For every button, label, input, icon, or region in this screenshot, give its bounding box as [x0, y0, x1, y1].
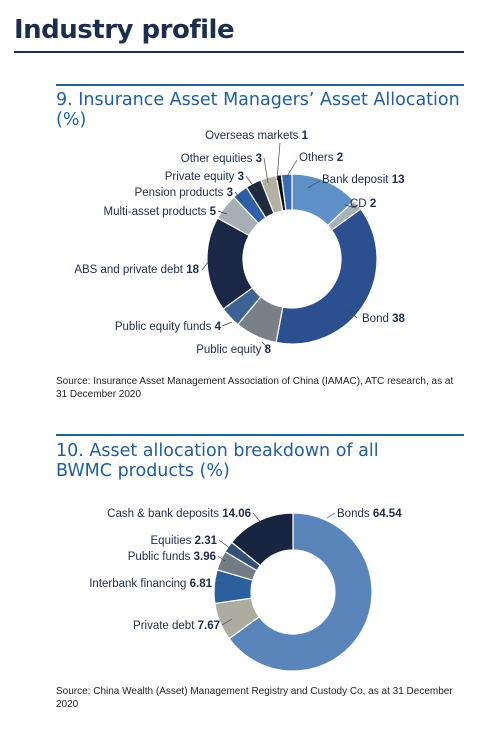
data-label-private-debt: Private debt 7.67 [133, 620, 220, 632]
leader-overseas-markets [276, 142, 281, 181]
data-label-bond: Bond 38 [362, 313, 405, 325]
leader-private-equity [245, 175, 258, 192]
data-label-interbank-financing: Interbank financing 6.81 [89, 578, 212, 590]
leader-other-equities [263, 157, 269, 184]
slice-others [280, 173, 293, 212]
slice-cash-bank-deposits [230, 512, 294, 567]
leader-public-equity [261, 341, 270, 350]
data-label-other-equities: Other equities 3 [181, 153, 262, 165]
page-title: Industry profile [14, 15, 235, 45]
section-2-divider [56, 434, 464, 436]
data-label-private-equity: Private equity 3 [165, 171, 244, 183]
chart-1-title: 9. Insurance Asset Managers’ Asset Alloc… [56, 90, 460, 130]
chart-2-title: 10. Asset allocation breakdown of all BW… [56, 441, 379, 481]
title-divider [14, 51, 464, 53]
data-label-public-funds: Public funds 3.96 [128, 551, 216, 563]
data-label-cd: CD 2 [350, 198, 376, 210]
leader-bonds [326, 512, 336, 519]
chart-2-source: Source: China Wealth (Asset) Management … [56, 686, 453, 710]
slice-bond [275, 208, 378, 345]
section-1-divider [56, 84, 464, 86]
leader-others [285, 159, 298, 179]
data-label-pension-products: Pension products 3 [135, 187, 233, 199]
slice-bonds [228, 512, 373, 672]
data-label-overseas-markets: Overseas markets 1 [205, 130, 309, 142]
leader-bank-deposit [307, 179, 322, 189]
leader-private-debt [221, 618, 233, 626]
leader-cash-bank-deposits [252, 512, 263, 525]
data-label-abs-and-private-debt: ABS and private debt 18 [74, 264, 199, 276]
data-label-multi-asset-products: Multi-asset products 5 [103, 206, 216, 218]
leader-cd [344, 204, 357, 209]
leader-bond [347, 309, 358, 319]
data-label-equities: Equities 2.31 [151, 535, 218, 547]
chart-1-source: Source: Insurance Asset Management Assoc… [56, 376, 454, 400]
data-label-others: Others 2 [299, 152, 343, 164]
data-label-bonds: Bonds 64.54 [337, 508, 402, 520]
leader-multi-asset-products [217, 210, 228, 215]
leader-public-funds [217, 555, 226, 562]
data-label-public-equity-funds: Public equity funds 4 [115, 321, 222, 333]
data-label-bank-deposit: Bank deposit 13 [322, 174, 404, 186]
data-label-public-equity: Public equity 8 [196, 344, 271, 356]
leader-abs-and-private-debt [201, 261, 209, 271]
leader-public-equity-funds [221, 321, 233, 327]
leader-equities [218, 539, 232, 550]
leader-pension-products [234, 191, 243, 202]
data-label-cash-bank-deposits: Cash & bank deposits 14.06 [107, 508, 251, 520]
